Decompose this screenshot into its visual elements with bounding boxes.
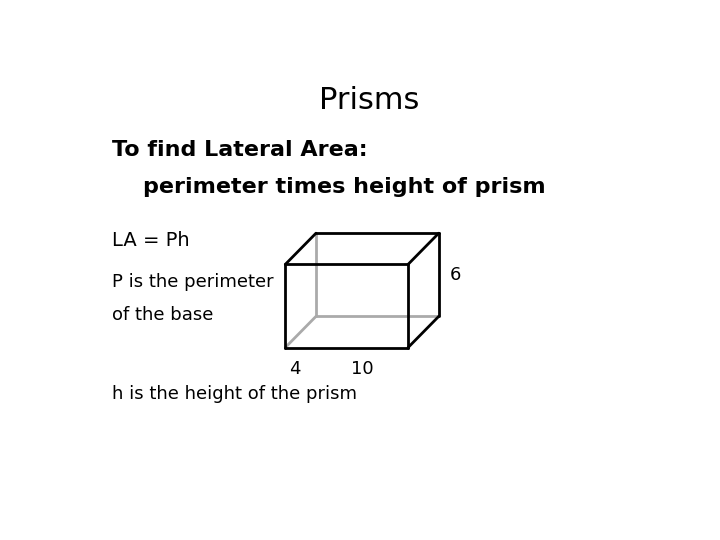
Text: 4: 4 [289,360,300,378]
Text: 10: 10 [351,360,374,378]
Text: To find Lateral Area:: To find Lateral Area: [112,140,368,160]
Text: h is the height of the prism: h is the height of the prism [112,385,357,403]
Text: LA = Ph: LA = Ph [112,231,190,250]
Text: Prisms: Prisms [319,85,419,114]
Text: perimeter times height of prism: perimeter times height of prism [112,177,546,197]
Text: P is the perimeter: P is the perimeter [112,273,274,291]
Text: 6: 6 [450,266,462,284]
Text: of the base: of the base [112,306,214,324]
